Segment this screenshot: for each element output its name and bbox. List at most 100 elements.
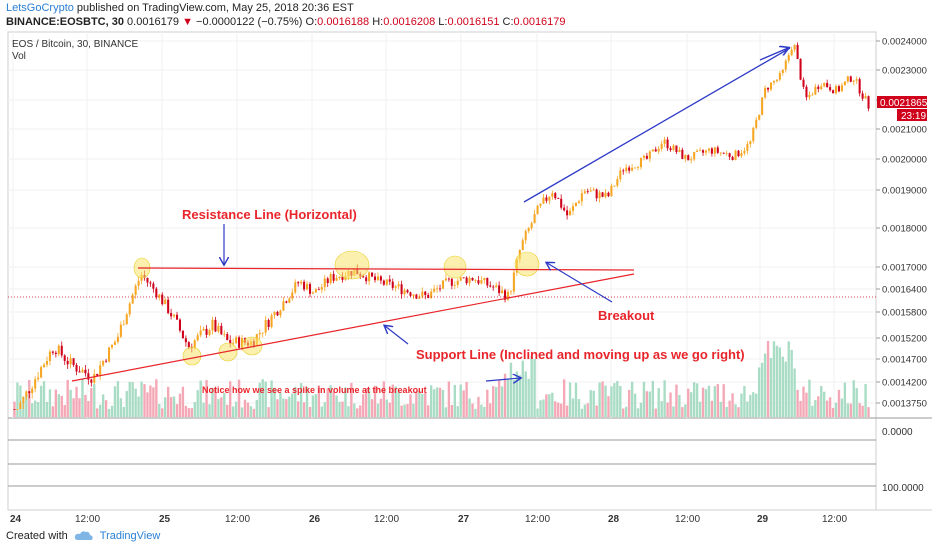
volume-bar — [757, 367, 761, 417]
volume-bar — [87, 401, 90, 417]
candle-body — [128, 303, 131, 315]
candle-body — [675, 145, 678, 152]
volume-bar — [512, 379, 516, 417]
volume-bar — [385, 399, 389, 417]
candle-body — [282, 301, 285, 311]
price-tick-label: 0.0015200 — [882, 334, 927, 345]
candle-body — [96, 373, 99, 376]
volume-bar — [57, 394, 60, 417]
candle-body — [438, 288, 442, 290]
uptrend-arrow-line[interactable] — [523, 47, 791, 203]
volume-bar — [796, 389, 799, 417]
volume-bar — [347, 406, 350, 417]
candle-body — [424, 291, 427, 296]
volume-bar — [243, 399, 247, 417]
tradingview-brand[interactable]: TradingView — [99, 530, 161, 542]
candle-body — [793, 44, 796, 50]
volume-bar — [669, 392, 672, 417]
volume-bar — [465, 381, 468, 417]
candle-body — [625, 167, 628, 172]
time-tick-label: 12:00 — [822, 514, 847, 525]
volume-bar — [752, 392, 755, 417]
volume-bar — [855, 388, 858, 417]
volume-bar — [424, 393, 427, 417]
volume-bar — [122, 406, 126, 417]
volume-bar — [586, 403, 589, 417]
author-link[interactable]: LetsGoCrypto — [6, 2, 74, 14]
candle-body — [586, 191, 589, 193]
volume-bar — [332, 391, 335, 417]
candle-body — [755, 119, 758, 128]
volume-bar — [137, 396, 140, 417]
time-tick-label: 27 — [458, 514, 470, 525]
candle-body — [654, 149, 657, 152]
volume-bar — [362, 394, 365, 417]
volume-bar — [622, 408, 625, 417]
volume-bar — [557, 402, 560, 417]
volume-bar — [825, 400, 829, 417]
volume-bar — [489, 403, 492, 417]
volume-bar — [302, 402, 306, 417]
volume-bar — [852, 380, 855, 417]
volume-bar — [231, 406, 235, 417]
volume-bar — [166, 386, 170, 417]
volume-bar — [397, 391, 400, 417]
candle-body — [834, 86, 838, 94]
price-tick-label: 0.0019000 — [882, 186, 927, 197]
candle-body — [465, 277, 468, 284]
volume-bar — [299, 383, 303, 417]
volume-bar — [335, 395, 338, 417]
price-tick-label: 0.0014700 — [882, 355, 927, 366]
volume-bar — [264, 381, 267, 417]
candle-body — [725, 153, 728, 155]
support-line[interactable] — [71, 273, 635, 382]
volume-bar — [388, 402, 391, 417]
candle-body — [45, 361, 49, 365]
candle-body — [551, 193, 554, 197]
volume-bar — [317, 385, 321, 417]
candle-body — [240, 338, 244, 348]
lower-pane-hundred-label: 100.0000 — [882, 483, 924, 494]
candle-body — [610, 185, 613, 197]
volume-bar — [672, 406, 675, 417]
candle-body — [450, 278, 453, 286]
candle-body — [636, 167, 640, 168]
price-chart[interactable]: Resistance Line (Horizontal) Breakout Su… — [0, 0, 932, 530]
volume-bar — [196, 390, 199, 417]
price-axis[interactable]: 0.00240000.00230000.00220000.00210000.00… — [876, 37, 927, 410]
volume-bar — [246, 402, 250, 417]
candle-body — [663, 139, 666, 144]
volume-bar — [110, 405, 114, 417]
volume-bar — [607, 396, 610, 417]
volume-bar — [391, 384, 394, 417]
volume-bar — [175, 404, 179, 417]
candle-body — [719, 152, 722, 154]
candle-body — [181, 330, 184, 339]
candle-body — [790, 49, 793, 56]
candle-body — [409, 292, 412, 296]
volume-bar — [849, 403, 852, 417]
volume-bar — [427, 405, 430, 417]
volume-bar — [755, 393, 758, 417]
volume-bar — [574, 382, 578, 417]
candle-body — [161, 294, 164, 305]
symbol-label: BINANCE:EOSBTC, 30 — [6, 16, 124, 28]
time-tick-label: 25 — [159, 514, 171, 525]
volume-bar — [338, 401, 341, 417]
candle-body — [554, 193, 557, 199]
volume-bar — [208, 404, 211, 417]
candle-body — [616, 179, 619, 186]
price-change: −0.0000122 (−0.75%) — [196, 16, 303, 28]
candle-body — [456, 280, 459, 286]
time-axis[interactable]: 24 12:00 25 12:00 26 12:00 27 12:00 28 12:00 29 12:… — [10, 514, 847, 525]
volume-bar — [226, 404, 229, 417]
volume-bar — [823, 391, 826, 417]
candle-body — [78, 371, 81, 373]
price-tick-label: 0.0016400 — [882, 285, 927, 296]
candle-body — [371, 272, 374, 277]
candle-body — [294, 282, 297, 293]
time-tick-label: 26 — [309, 514, 321, 525]
candle-body — [846, 76, 849, 82]
volume-bar — [545, 394, 548, 417]
volume-bar — [33, 400, 37, 417]
